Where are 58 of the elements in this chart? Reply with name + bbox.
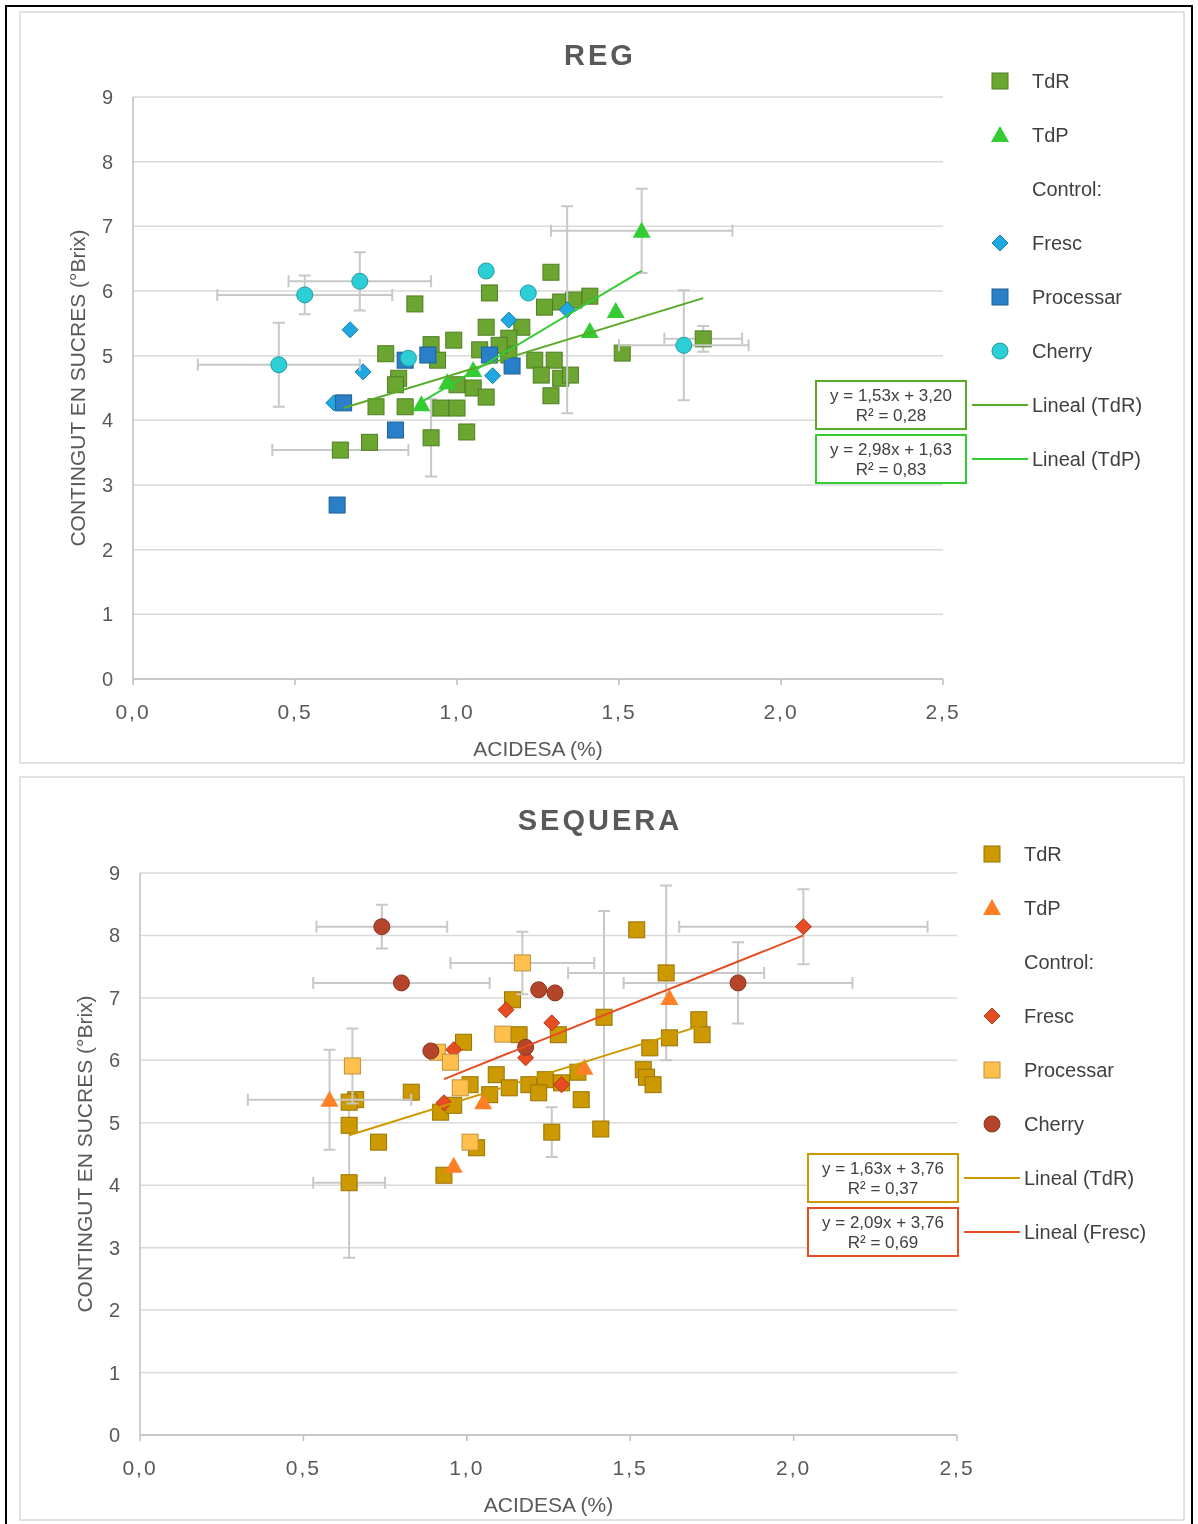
x-tick-label: 1,0 — [449, 1456, 485, 1479]
y-tick-label: 3 — [101, 474, 113, 496]
x-tick-label: 0,5 — [277, 700, 313, 723]
legend-label: Cherry — [1024, 1113, 1085, 1135]
text: Control: — [1032, 178, 1103, 200]
legend-label: TdP — [1024, 897, 1061, 919]
y-tick-label: 4 — [108, 1174, 120, 1197]
x-axis-title: ACIDESA (%) — [473, 737, 603, 760]
y-tick-label: 6 — [101, 280, 113, 302]
y-tick-label: 7 — [108, 986, 120, 1009]
y-tick-label: 0 — [108, 1424, 120, 1446]
y-tick-label: 3 — [108, 1236, 120, 1259]
x-tick-label: 0,0 — [122, 1456, 158, 1479]
x-tick-label: 1,0 — [439, 700, 475, 723]
y-tick-label: 7 — [101, 215, 113, 238]
chart-title: SEQUERA — [517, 804, 683, 836]
y-tick-label: 4 — [101, 409, 113, 432]
legend-label: Fresc — [1032, 232, 1082, 254]
x-tick-label: 2,0 — [763, 700, 799, 723]
legend-label: TdR — [1024, 843, 1062, 865]
y-tick-label: 1 — [101, 603, 113, 626]
x-tick-label: 0,5 — [285, 1456, 321, 1479]
x-tick-label: 2,5 — [925, 700, 961, 723]
y-tick-label: 2 — [108, 1299, 120, 1322]
y-tick-label: 0 — [101, 668, 113, 690]
legend-label: Lineal (TdR) — [1024, 1167, 1135, 1189]
annotation: y = 1,63x + 3,76 R² = 0,37 — [822, 1159, 944, 1198]
legend-label: Lineal (TdP) — [1032, 448, 1141, 470]
text: Control: — [1024, 951, 1095, 973]
legend-label: TdP — [1032, 124, 1069, 146]
legend-label: Fresc — [1024, 1005, 1074, 1027]
y-tick-label: 8 — [108, 924, 120, 947]
legend-label: Lineal (TdR) — [1032, 394, 1143, 416]
x-tick-label: 2,5 — [939, 1456, 975, 1479]
y-tick-label: 1 — [108, 1361, 120, 1384]
x-tick-label: 1,5 — [601, 700, 637, 723]
y-tick-label: 2 — [101, 538, 113, 561]
annotation: y = 1,53x + 3,20 R² = 0,28 — [830, 386, 952, 425]
x-tick-label: 2,0 — [776, 1456, 812, 1479]
legend-label: Processar — [1024, 1059, 1115, 1081]
annotation: y = 2,98x + 1,63 R² = 0,83 — [830, 440, 952, 479]
y-tick-label: 6 — [108, 1049, 120, 1072]
y-tick-label: 9 — [108, 862, 120, 884]
x-axis-title: ACIDESA (%) — [483, 1493, 614, 1516]
legend-label: Cherry — [1032, 340, 1093, 362]
y-tick-label: 5 — [101, 344, 113, 367]
y-tick-label: 9 — [101, 86, 113, 108]
y-axis-title: CONTINGUT EN SUCRES (°Brix) — [66, 229, 89, 547]
annotation: y = 2,09x + 3,76 R² = 0,69 — [822, 1213, 944, 1252]
x-tick-label: 1,5 — [612, 1456, 648, 1479]
chart-title: REG — [564, 39, 636, 71]
x-tick-label: 0,0 — [115, 700, 151, 723]
legend-label: Processar — [1032, 286, 1123, 308]
legend-label: Lineal (Fresc) — [1024, 1221, 1147, 1243]
y-tick-label: 5 — [108, 1111, 120, 1134]
y-axis-title: CONTINGUT EN SUCRES (°Brix) — [73, 995, 96, 1313]
y-tick-label: 8 — [101, 150, 113, 173]
legend-label: TdR — [1032, 70, 1070, 92]
